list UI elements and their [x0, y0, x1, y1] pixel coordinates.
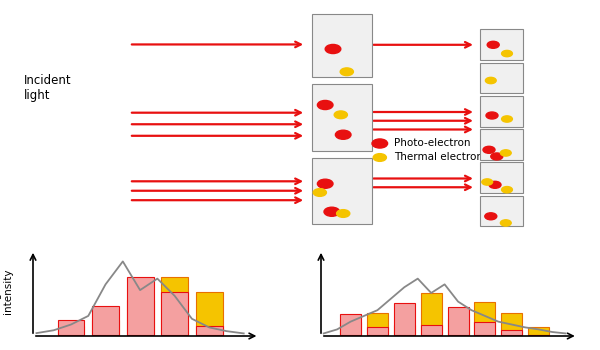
- Bar: [394, 324, 415, 335]
- Bar: [58, 326, 85, 335]
- Bar: [367, 327, 388, 335]
- Bar: [394, 303, 415, 335]
- Bar: [196, 326, 223, 335]
- Bar: [421, 324, 442, 335]
- Bar: [127, 277, 154, 335]
- Bar: [367, 313, 388, 335]
- Bar: [475, 322, 496, 335]
- Bar: [92, 320, 119, 335]
- Bar: [196, 292, 223, 335]
- Bar: [475, 302, 496, 335]
- Text: Photo-electron: Photo-electron: [394, 139, 471, 148]
- Bar: [161, 277, 188, 335]
- Bar: [161, 292, 188, 335]
- Bar: [127, 300, 154, 335]
- Bar: [528, 327, 549, 335]
- Bar: [92, 306, 119, 335]
- Bar: [448, 307, 469, 335]
- Bar: [58, 320, 85, 335]
- Text: Thermal electron: Thermal electron: [394, 153, 483, 162]
- Bar: [502, 313, 522, 335]
- Bar: [448, 319, 469, 335]
- Bar: [340, 322, 361, 335]
- Bar: [421, 293, 442, 335]
- Text: Incident
light: Incident light: [24, 74, 71, 102]
- Text: Signal
intensity: Signal intensity: [0, 269, 13, 314]
- Bar: [340, 315, 361, 335]
- Bar: [502, 330, 522, 335]
